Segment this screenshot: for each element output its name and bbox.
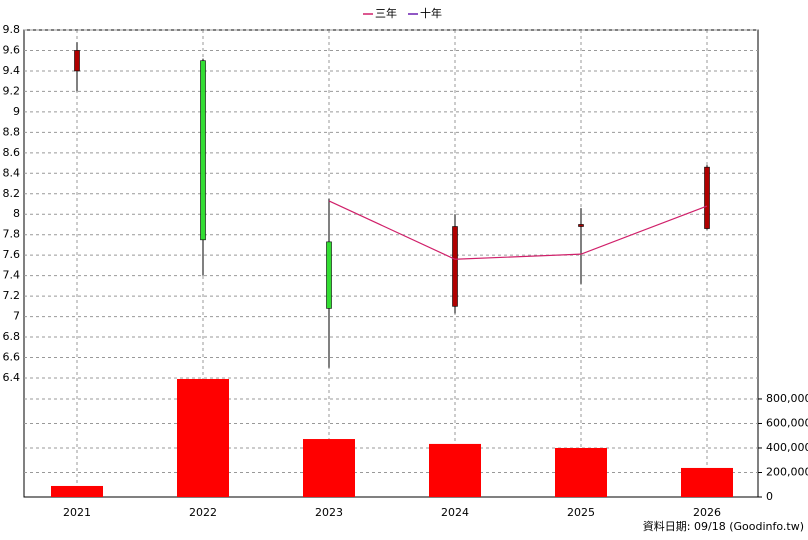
y2-tick-label: 400,000 bbox=[766, 441, 808, 454]
volume-bar bbox=[177, 378, 229, 497]
y-tick-label: 9.8 bbox=[3, 23, 21, 36]
x-tick-label: 2022 bbox=[189, 506, 217, 519]
y-tick-label: 7 bbox=[13, 310, 20, 323]
ma-line bbox=[328, 200, 708, 260]
candle-body bbox=[74, 50, 80, 72]
x-tick-label: 2026 bbox=[693, 506, 721, 519]
volume-bar bbox=[429, 443, 481, 497]
x-tick-label: 2024 bbox=[441, 506, 469, 519]
candle-body bbox=[326, 241, 332, 309]
y-tick-label: 6.6 bbox=[3, 351, 21, 364]
y-tick-label: 8.2 bbox=[3, 187, 21, 200]
legend-label: 十年 bbox=[420, 6, 442, 20]
x-tick-label: 2025 bbox=[567, 506, 595, 519]
volume-bar bbox=[51, 485, 103, 497]
candle-body bbox=[200, 60, 206, 241]
y-tick-label: 9.4 bbox=[3, 64, 21, 77]
y-tick-label: 6.8 bbox=[3, 330, 21, 343]
y2-tick-label: 800,000 bbox=[766, 392, 808, 405]
y-tick-label: 8.8 bbox=[3, 125, 21, 138]
y-tick-label: 6.4 bbox=[3, 371, 21, 384]
candle-body bbox=[452, 226, 458, 307]
y2-tick-label: 200,000 bbox=[766, 465, 808, 478]
x-tick-label: 2021 bbox=[63, 506, 91, 519]
volume-bar bbox=[555, 447, 607, 497]
volume-bar bbox=[681, 467, 733, 497]
candle-body bbox=[704, 166, 710, 229]
volume-bar bbox=[303, 439, 355, 497]
footnote: 資料日期: 09/18 (Goodinfo.tw) bbox=[643, 519, 804, 533]
y-tick-label: 8 bbox=[13, 207, 20, 220]
x-tick-label: 2023 bbox=[315, 506, 343, 519]
y-tick-label: 8.6 bbox=[3, 146, 21, 159]
y-tick-label: 7.2 bbox=[3, 289, 21, 302]
y-tick-label: 7.8 bbox=[3, 228, 21, 241]
y2-tick-label: 0 bbox=[766, 490, 773, 503]
y-tick-label: 9.6 bbox=[3, 43, 21, 56]
y2-tick-label: 600,000 bbox=[766, 416, 808, 429]
y-tick-label: 8.4 bbox=[3, 166, 21, 179]
y-tick-label: 9 bbox=[13, 105, 20, 118]
plot-frame bbox=[23, 29, 759, 498]
y-tick-label: 7.4 bbox=[3, 269, 21, 282]
legend-label: 三年 bbox=[375, 6, 397, 20]
y-tick-label: 9.2 bbox=[3, 84, 21, 97]
y-tick-label: 7.6 bbox=[3, 248, 21, 261]
candle-body bbox=[578, 224, 584, 227]
